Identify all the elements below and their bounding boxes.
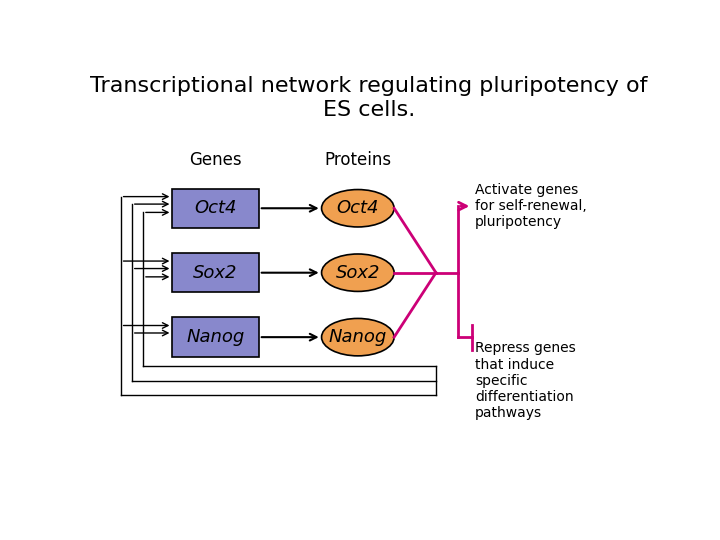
Text: Nanog: Nanog [329,328,387,346]
Text: Sox2: Sox2 [193,264,238,282]
Text: Nanog: Nanog [186,328,245,346]
Ellipse shape [322,254,394,292]
FancyBboxPatch shape [172,253,258,293]
Text: Genes: Genes [189,151,242,170]
Text: Proteins: Proteins [324,151,392,170]
Ellipse shape [322,190,394,227]
Text: Repress genes
that induce
specific
differentiation
pathways: Repress genes that induce specific diffe… [475,341,576,420]
Ellipse shape [322,319,394,356]
Text: Transcriptional network regulating pluripotency of
ES cells.: Transcriptional network regulating pluri… [90,77,648,120]
FancyBboxPatch shape [172,188,258,228]
Text: Activate genes
for self-renewal,
pluripotency: Activate genes for self-renewal, pluripo… [475,183,587,230]
Text: Oct4: Oct4 [194,199,237,217]
FancyBboxPatch shape [172,318,258,357]
Text: Sox2: Sox2 [336,264,380,282]
Text: Oct4: Oct4 [336,199,379,217]
